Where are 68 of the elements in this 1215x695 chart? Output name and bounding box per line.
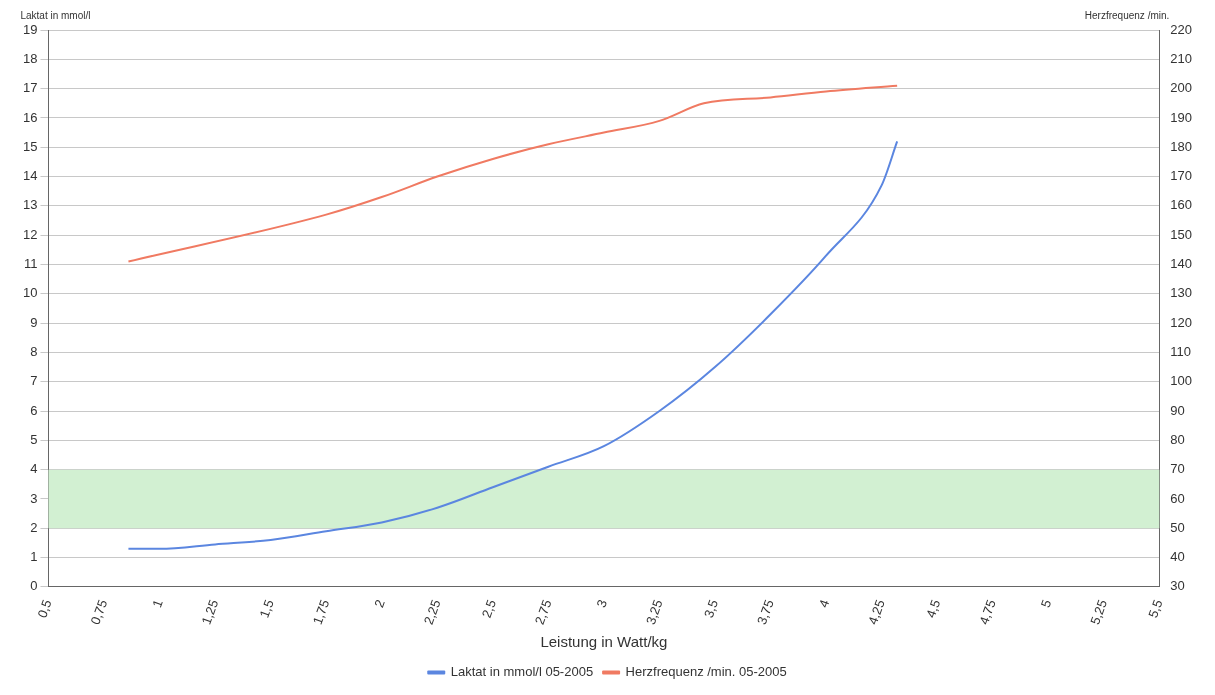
x-tick-label: 4,25 (865, 597, 888, 627)
y-tick-label: 8 (30, 343, 38, 359)
x-tick-label: 5,5 (1145, 597, 1166, 620)
x-tick-label: 0,5 (34, 597, 55, 620)
x-tick-label: 1 (149, 597, 166, 610)
y-tick-label: 10 (22, 285, 38, 301)
y2-tick-label: 90 (1170, 402, 1185, 418)
x-tick-label: 3,5 (700, 597, 722, 620)
y2-tick-label: 70 (1170, 461, 1185, 477)
y2-tick-label: 190 (1170, 109, 1193, 125)
x-tick-label: 2,25 (420, 597, 444, 627)
x-tick-label: 5,25 (1087, 597, 1110, 627)
y2-tick-label: 30 (1170, 578, 1185, 594)
x-tick-label: 2,5 (478, 597, 499, 620)
y2-tick-label: 40 (1170, 549, 1185, 565)
y2-tick-label: 160 (1170, 197, 1193, 213)
x-axis-title: Leistung in Watt/kg (540, 633, 668, 651)
x-tick-label: 3,75 (753, 597, 777, 627)
y2-tick-label: 150 (1170, 226, 1193, 242)
x-tick-label: 1,5 (256, 597, 277, 620)
y-tick-label: 6 (30, 402, 38, 418)
y2-tick-label: 60 (1170, 490, 1185, 506)
y-tick-label: 2 (30, 519, 38, 535)
x-tick-label: 4,75 (976, 597, 999, 627)
x-tick-label: 1,25 (198, 597, 222, 627)
y-tick-label: 18 (22, 50, 38, 66)
y2-tick-label: 220 (1170, 21, 1193, 37)
y2-tick-label: 130 (1170, 285, 1193, 301)
x-tick-label: 4 (815, 597, 833, 610)
y2-tick-label: 180 (1170, 138, 1193, 154)
y2-axis-title: Herzfrequenz /min. (1084, 9, 1170, 21)
x-tick-label: 3,25 (642, 597, 666, 627)
y-axis-title: Laktat in mmol/l (20, 9, 91, 21)
legend-label: Herzfrequenz /min. 05-2005 (625, 664, 787, 680)
y2-tick-label: 120 (1170, 314, 1193, 330)
y-tick-label: 7 (30, 373, 38, 389)
x-tick-label: 2 (371, 597, 388, 610)
y-tick-label: 14 (22, 168, 38, 184)
y-tick-label: 19 (22, 21, 38, 37)
y2-tick-label: 50 (1170, 519, 1185, 535)
y-tick-label: 1 (30, 549, 38, 565)
y-tick-label: 4 (30, 461, 38, 477)
y-tick-label: 16 (22, 109, 38, 125)
line-series (127, 140, 899, 550)
legend-label: Laktat in mmol/l 05-2005 (450, 664, 594, 680)
y2-tick-label: 110 (1170, 343, 1192, 359)
x-tick-label: 3 (593, 597, 611, 610)
y-tick-label: 12 (22, 226, 38, 242)
y2-tick-label: 80 (1170, 431, 1185, 447)
y-tick-label: 13 (22, 197, 38, 213)
y-tick-label: 15 (22, 138, 38, 154)
y2-tick-label: 200 (1170, 80, 1193, 96)
y2-tick-label: 170 (1170, 168, 1193, 184)
x-tick-label: 0,75 (87, 597, 111, 627)
y-tick-label: 9 (30, 314, 38, 330)
y2-tick-label: 100 (1170, 373, 1193, 389)
y-tick-label: 17 (22, 80, 38, 96)
y-tick-label: 5 (30, 431, 38, 447)
y-tick-label: 3 (30, 490, 38, 506)
y2-tick-label: 140 (1170, 256, 1193, 272)
x-tick-label: 4,5 (923, 597, 944, 620)
x-tick-label: 2,75 (531, 597, 555, 627)
line-series (127, 84, 899, 263)
x-tick-label: 5 (1037, 597, 1055, 610)
y2-tick-label: 210 (1170, 50, 1193, 66)
x-tick-label: 1,75 (309, 597, 333, 627)
y-tick-label: 0 (30, 578, 38, 594)
y-tick-label: 11 (23, 256, 38, 272)
